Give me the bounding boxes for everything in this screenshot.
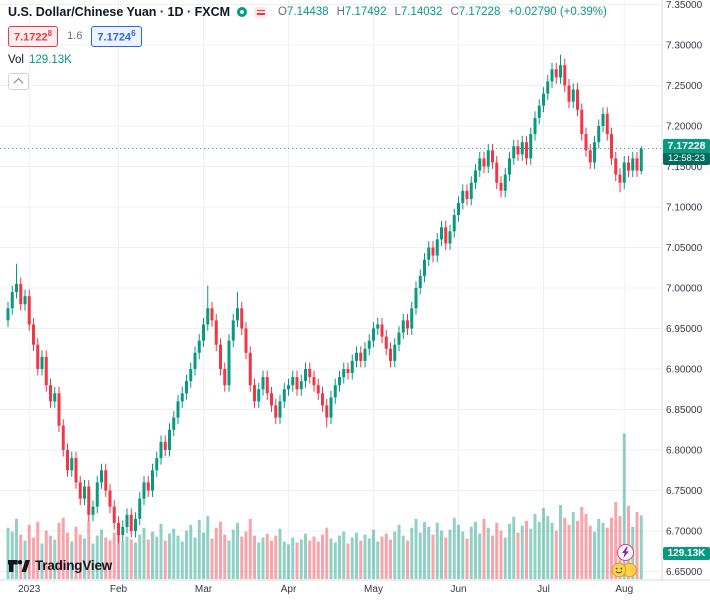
time-axis-label: Feb (110, 584, 128, 595)
time-axis-label: Jul (537, 584, 550, 595)
legend-menu-icon[interactable] (254, 6, 268, 18)
price-axis-label: 6.85000 (666, 405, 703, 416)
time-axis-label: Apr (281, 584, 297, 595)
volume-axis-badge: 129.13K (663, 547, 710, 560)
bid-badge[interactable]: 7.17228 (8, 26, 59, 47)
tradingview-mark-icon (8, 559, 30, 572)
price-axis-label: 7.10000 (666, 203, 703, 214)
low-value: L7.14032 (394, 6, 443, 18)
market-status-icon[interactable] (237, 7, 248, 17)
price-axis-label: 6.75000 (666, 486, 703, 497)
price-axis-label: 7.00000 (666, 284, 703, 295)
ask-badge[interactable]: 7.17246 (91, 26, 142, 47)
price-axis-label: 7.35000 (666, 0, 703, 11)
price-axis-label: 6.95000 (666, 324, 703, 335)
price-axis-label: 7.05000 (666, 243, 703, 254)
chart-legend: U.S. Dollar/Chinese Yuan · 1D · FXCM O7.… (8, 5, 607, 90)
legend-row-title: U.S. Dollar/Chinese Yuan · 1D · FXCM O7.… (8, 5, 607, 19)
bar-countdown: 12:58:23 (663, 153, 710, 165)
last-price-badge: 7.17228 12:58:23 (663, 139, 710, 165)
last-price-value: 7.17228 (663, 139, 710, 153)
price-axis-label: 7.30000 (666, 41, 703, 52)
price-axis-label: 6.80000 (666, 446, 703, 457)
time-axis-label: 2023 (18, 584, 41, 595)
legend-row-bidask: 7.17228 1.6 7.17246 (8, 26, 607, 47)
legend-row-volume: Vol 129.13K (8, 54, 607, 66)
high-value: H7.17492 (336, 6, 387, 18)
emoji-reactions-icon[interactable] (611, 562, 638, 578)
volume-value: 129.13K (29, 53, 72, 66)
ohlc-values: O7.14438 H7.17492 L7.14032 C7.17228 +0.0… (278, 6, 607, 18)
price-axis-label: 7.15000 (666, 162, 703, 173)
time-axis-label: Mar (195, 584, 213, 595)
change-value: +0.02790 (+0.39%) (508, 6, 607, 18)
legend-collapse-button[interactable] (8, 72, 29, 90)
price-axis-label: 7.25000 (666, 81, 703, 92)
time-axis-label: Aug (615, 584, 633, 595)
lightning-bolt-glyph (622, 547, 629, 558)
tradingview-logo[interactable]: TradingView (8, 558, 112, 573)
volume-label: Vol (8, 53, 24, 66)
chevron-up-icon (13, 77, 24, 88)
open-value: O7.14438 (278, 6, 329, 18)
spread-value: 1.6 (67, 30, 83, 43)
lightning-icon[interactable] (617, 544, 634, 561)
symbol-title[interactable]: U.S. Dollar/Chinese Yuan · 1D · FXCM (8, 5, 231, 19)
price-axis-label: 7.20000 (666, 122, 703, 133)
time-axis-label: May (364, 584, 383, 595)
price-axis-label: 6.90000 (666, 365, 703, 376)
close-value: C7.17228 (450, 6, 501, 18)
emoji-faces-glyph (611, 562, 637, 578)
tradingview-logo-text: TradingView (35, 558, 113, 573)
price-axis-label: 6.65000 (666, 567, 703, 578)
time-axis-label: Jun (450, 584, 466, 595)
price-axis-label: 6.70000 (666, 527, 703, 538)
